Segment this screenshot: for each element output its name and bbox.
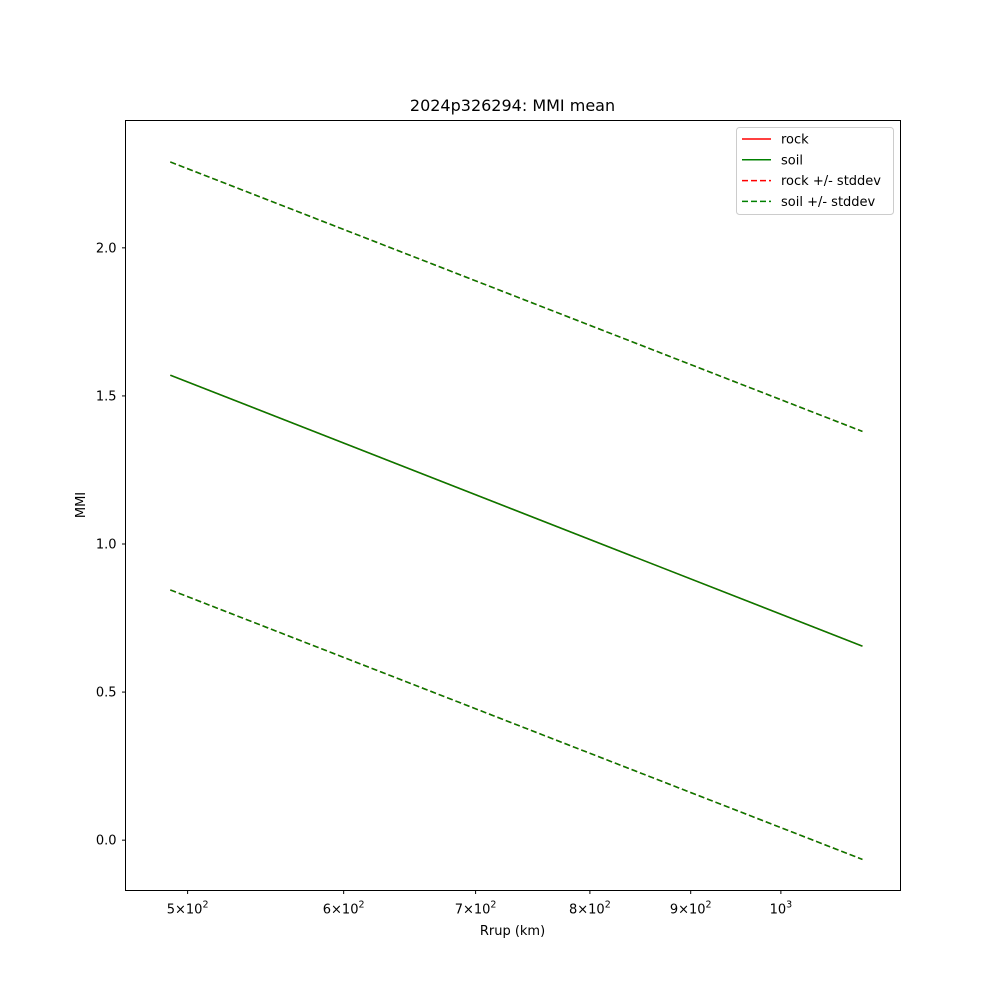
y-axis-label: MMI [74,492,89,518]
legend-label: rock +/- stddev [781,174,881,189]
legend-label: soil [781,153,803,168]
x-tick-label: 103 [770,900,793,918]
legend-label: soil +/- stddev [781,195,876,210]
y-tick-label: 1.0 [96,538,117,553]
series-line-soil-stddev-upper [170,161,863,433]
x-tick-label: 5×102 [167,900,209,918]
x-tick-label: 7×102 [455,900,497,918]
plot-area-frame [125,120,901,891]
y-tick-label: 2.0 [96,241,117,256]
x-axis-ticks: 5×102 6×102 7×102 8×102 9×102 103 [167,890,793,918]
x-tick-label: 6×102 [323,900,365,918]
chart-title: 2024p326294: MMI mean [410,96,615,115]
legend-box [736,127,894,215]
y-tick-label: 0.0 [96,834,117,849]
series-line-soil-stddev-lower [170,589,863,861]
x-axis-label: Rrup (km) [480,924,545,939]
y-tick-label: 0.5 [96,686,117,701]
legend: rock soil rock +/- stddev soil +/- stddev [736,127,894,215]
y-tick-label: 1.5 [96,389,117,404]
legend-label: rock [781,133,809,148]
plot-lines [170,161,863,861]
y-axis-ticks: 0.0 0.5 1.0 1.5 2.0 [96,241,126,849]
x-tick-label: 8×102 [569,900,611,918]
x-tick-label: 9×102 [670,900,712,918]
series-line-soil [170,374,863,647]
